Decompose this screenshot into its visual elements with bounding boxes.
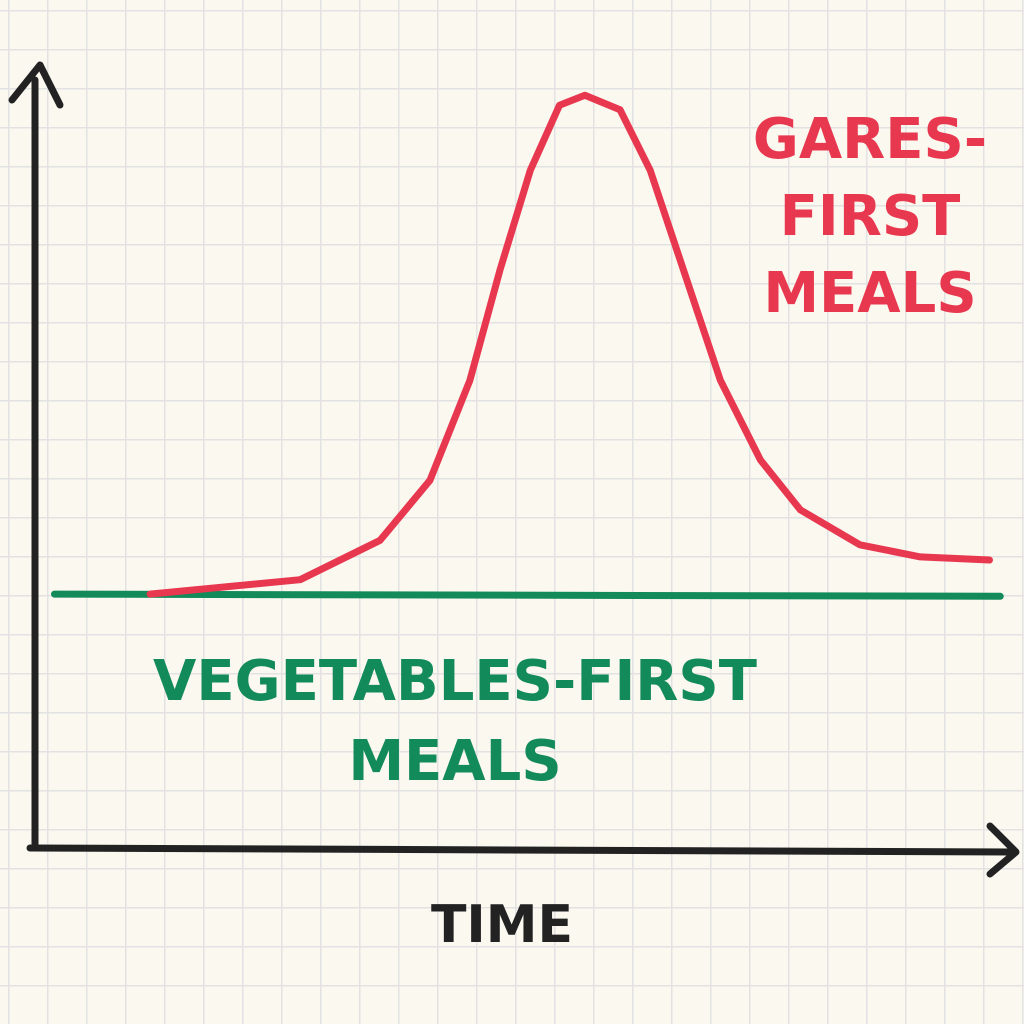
x-axis bbox=[26, 844, 1014, 856]
line bbox=[146, 91, 993, 598]
x-axis-label: TIME bbox=[431, 895, 573, 955]
x-axis-arrow bbox=[986, 822, 1020, 878]
series-label: MEALS bbox=[763, 261, 976, 326]
series-label: GARES- bbox=[753, 107, 987, 172]
series-label: MEALS bbox=[348, 729, 561, 794]
y-axis-arrow bbox=[8, 61, 64, 109]
series-label: FIRST bbox=[780, 184, 961, 249]
series-label: VEGETABLES-FIRST bbox=[153, 649, 757, 714]
line bbox=[51, 590, 1004, 600]
